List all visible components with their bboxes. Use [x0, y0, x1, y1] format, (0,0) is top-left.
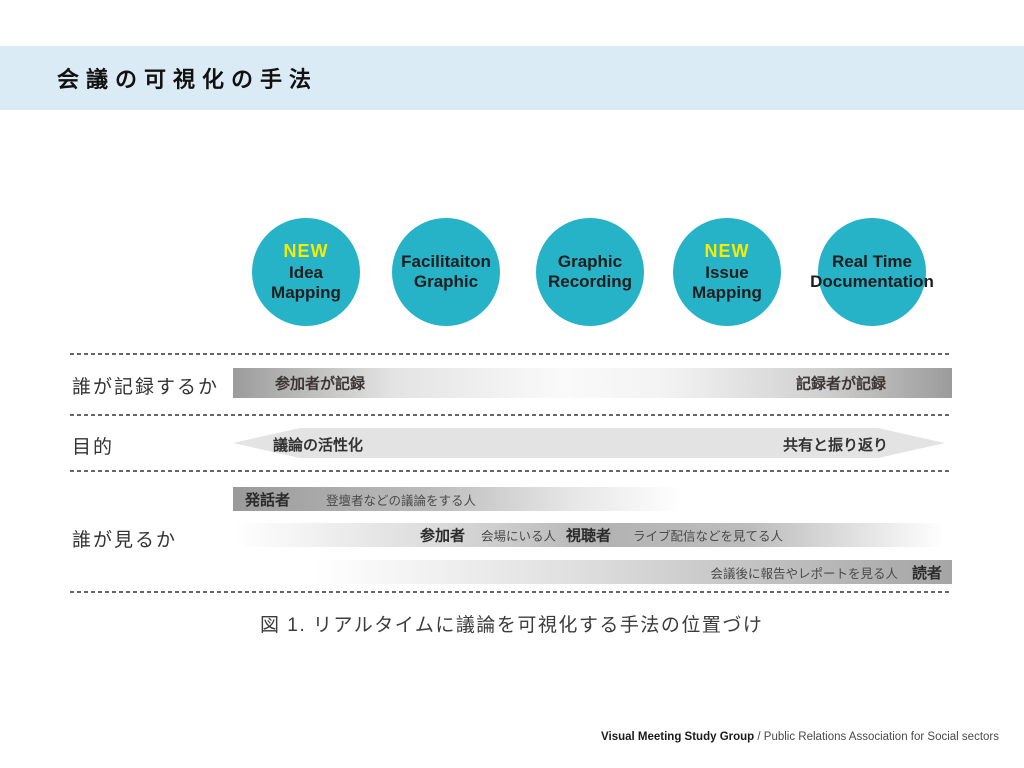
method-circle-facilitation-graphic: Facilitaiton Graphic	[392, 218, 500, 326]
method-name-line: Graphic	[557, 251, 623, 271]
footer-credit: Visual Meeting Study Group / Public Rela…	[601, 731, 999, 743]
row-label-recorder: 誰が記録するか	[72, 377, 220, 398]
speaker-desc: 登壇者などの議論をする人	[326, 493, 477, 508]
method-name-line: Real Time	[831, 251, 912, 271]
speaker-name: 発話者	[245, 491, 291, 509]
method-name-line: Idea	[288, 263, 324, 283]
method-name-line: Facilitaiton	[401, 251, 491, 271]
audience-desc: ライブ配信などを見てる人	[633, 529, 784, 544]
attendee-desc: 会場にいる人	[481, 529, 557, 544]
method-circle-graphic-recording: Graphic Recording	[536, 218, 644, 326]
row-label-purpose: 目的	[72, 437, 115, 458]
method-name-line: Documentation	[810, 272, 934, 291]
dashed-divider	[70, 470, 952, 472]
page-title: 会議の可視化の手法	[57, 67, 319, 92]
method-name-line: Recording	[547, 272, 633, 291]
purpose-left-text: 議論の活性化	[273, 437, 364, 454]
reader-desc: 会議後に報告やレポートを見る人	[710, 566, 898, 581]
purpose-right-text: 共有と振り返り	[783, 437, 889, 454]
viewer-bar-reader: 会議後に報告やレポートを見る人 読者	[315, 560, 952, 584]
recorder-right-text: 記録者が記録	[795, 375, 886, 393]
row-label-viewer: 誰が見るか	[72, 530, 178, 551]
new-badge: NEW	[704, 240, 750, 261]
purpose-arrow-right-head	[878, 428, 945, 458]
purpose-arrow-left-head	[233, 428, 300, 458]
recorder-gradient-bar: 参加者が記録 記録者が記録	[233, 368, 952, 398]
dashed-divider	[70, 353, 952, 355]
viewer-bar-attendee-audience: 参加者 会場にいる人 視聴者 ライブ配信などを見てる人	[233, 523, 952, 547]
dashed-divider	[70, 591, 952, 593]
purpose-arrow-body	[300, 428, 878, 458]
footer-association: / Public Relations Association for Socia…	[754, 731, 999, 743]
new-badge: NEW	[283, 240, 329, 261]
method-name-line: Mapping	[271, 283, 341, 303]
recorder-left-text: 参加者が記録	[275, 375, 366, 393]
header-band: 会議の可視化の手法	[0, 46, 1024, 110]
reader-name: 読者	[911, 564, 942, 582]
method-name-line: Mapping	[692, 283, 762, 303]
method-name-line: Graphic	[413, 272, 479, 291]
footer-brand: Visual Meeting Study Group	[601, 731, 755, 743]
method-name-line: Issue	[705, 263, 749, 283]
audience-name: 視聴者	[566, 527, 612, 545]
method-circle-issue-mapping: NEW Issue Mapping	[673, 218, 781, 326]
dashed-divider	[70, 414, 952, 416]
method-circle-real-time-documentation: Real Time Documentation	[810, 218, 934, 326]
viewer-bar-speaker: 発話者 登壇者などの議論をする人	[233, 487, 683, 511]
figure-caption: 図 1. リアルタイムに議論を可視化する手法の位置づけ	[260, 615, 764, 636]
method-circle-idea-mapping: NEW Idea Mapping	[252, 218, 360, 326]
attendee-name: 参加者	[420, 527, 466, 545]
